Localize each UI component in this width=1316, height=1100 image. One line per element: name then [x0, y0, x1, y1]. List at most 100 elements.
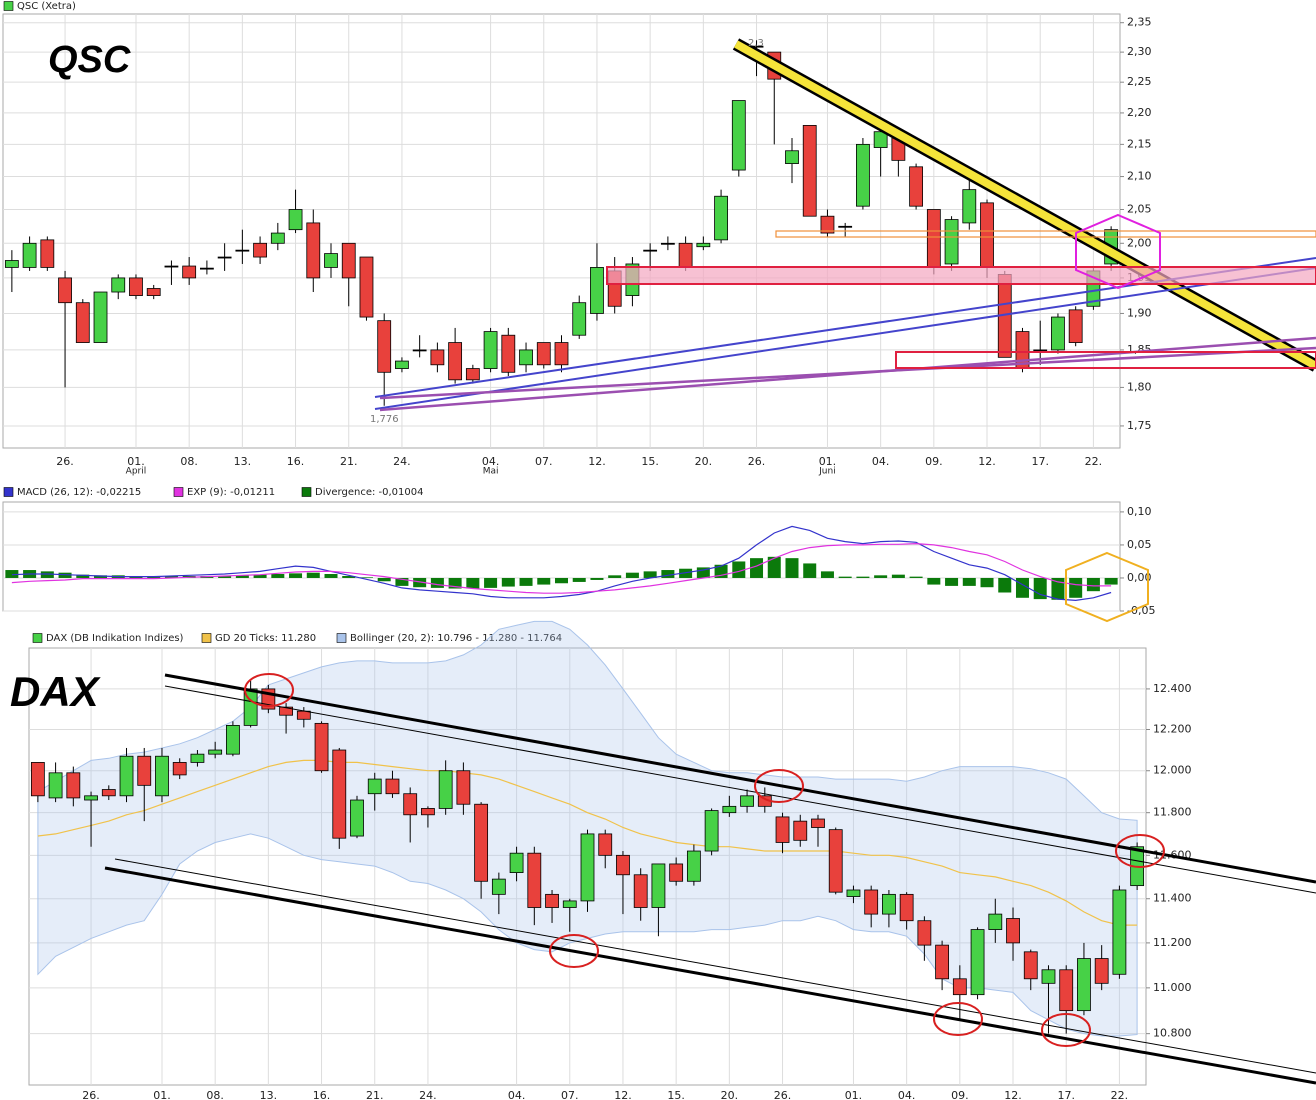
- x-tick-label: 16.: [313, 1089, 331, 1100]
- candle-body: [554, 342, 569, 366]
- candle-body: [1006, 918, 1020, 944]
- candle-body: [483, 331, 498, 369]
- candle-body: [253, 242, 267, 258]
- candle-body: [651, 863, 666, 908]
- histogram-bar: [218, 575, 232, 578]
- x-tick-label: 26.: [56, 455, 74, 468]
- candle-body: [1112, 889, 1127, 975]
- x-tick-label: 12.: [978, 455, 996, 468]
- month-label: April: [126, 467, 147, 477]
- indicator-line: [11, 525, 1112, 602]
- candle-body: [350, 799, 364, 837]
- histogram-bar: [164, 575, 178, 578]
- x-tick-label: 12.: [1004, 1089, 1022, 1100]
- candle-body: [279, 706, 293, 716]
- histogram-bar: [696, 567, 710, 578]
- candle-body: [288, 209, 303, 231]
- candle-body: [58, 277, 72, 304]
- candle-body: [598, 833, 613, 856]
- candle-body: [155, 755, 169, 797]
- indicator-line: [11, 542, 1112, 594]
- y-tick-label: 11.000: [1153, 981, 1192, 994]
- candle-body: [48, 772, 63, 799]
- histogram-bar: [1033, 577, 1047, 600]
- candle-body: [66, 772, 81, 799]
- zone: [775, 230, 1316, 238]
- channel-line: [104, 866, 1316, 1085]
- candle-body: [1094, 958, 1109, 984]
- highlight-ellipse: [549, 934, 599, 968]
- legend-label: QSC (Xetra): [17, 1, 76, 12]
- candle-body: [704, 810, 719, 852]
- candle-body: [119, 755, 134, 797]
- month-label: Juni: [818, 467, 836, 477]
- candle-body: [430, 349, 445, 366]
- candle-body: [785, 150, 799, 164]
- candle-body: [412, 349, 427, 352]
- histogram-bar: [413, 577, 427, 588]
- x-tick-label: 01.: [153, 1089, 171, 1100]
- candle-body: [793, 820, 808, 841]
- histogram-bar: [732, 561, 746, 578]
- histogram-bar: [874, 575, 888, 578]
- chart-marks: 2,352,302,252,202,152,102,052,001,951,90…: [2, 1, 1192, 1100]
- histogram-bar: [750, 558, 764, 578]
- candle-body: [491, 878, 506, 895]
- candle-body: [944, 219, 959, 265]
- x-tick-label: 04.: [898, 1089, 916, 1100]
- candle-body: [93, 291, 108, 343]
- candle-body: [643, 249, 658, 252]
- candle-body: [208, 749, 223, 755]
- candle-body: [164, 265, 179, 268]
- candle-body: [296, 710, 311, 720]
- y-tick-label: 1,80: [1127, 380, 1152, 393]
- candle-body: [802, 125, 817, 217]
- histogram-bar: [395, 577, 409, 586]
- histogram-bar: [94, 575, 108, 578]
- candle-body: [30, 762, 45, 797]
- histogram-bar: [235, 575, 249, 578]
- histogram-bar: [1104, 577, 1118, 585]
- histogram-bar: [324, 574, 338, 578]
- candle-body: [1077, 958, 1091, 1012]
- chart-title: DAX: [10, 668, 102, 715]
- candle-body: [217, 256, 232, 259]
- histogram-bar: [803, 563, 817, 578]
- candle-body: [332, 749, 347, 839]
- candle-body: [367, 778, 382, 795]
- y-tick-label: 10.800: [1153, 1027, 1192, 1040]
- histogram-bar: [891, 574, 905, 578]
- trend-line: [379, 346, 1316, 400]
- candle-body: [75, 302, 90, 343]
- histogram-bar: [5, 570, 19, 578]
- highlight-ellipse: [933, 1002, 983, 1036]
- candle-body: [952, 978, 967, 996]
- candle-body: [846, 889, 861, 897]
- x-tick-label: 08.: [206, 1089, 224, 1100]
- y-tick-label: 12.400: [1153, 682, 1192, 695]
- annotation: 2,3: [748, 38, 764, 49]
- candle-body: [909, 166, 924, 207]
- histogram-bar: [430, 577, 444, 588]
- highlight-ellipse: [1041, 1013, 1091, 1047]
- x-tick-label: 13.: [234, 455, 252, 468]
- y-tick-label: 0,00: [1127, 571, 1152, 584]
- candle-body: [590, 267, 604, 314]
- histogram-bar: [785, 558, 799, 578]
- histogram-bar: [608, 575, 622, 578]
- x-tick-label: 21.: [340, 455, 358, 468]
- x-tick-label: 12.: [588, 455, 606, 468]
- candle-body: [722, 805, 737, 814]
- candle-body: [820, 215, 835, 234]
- histogram-bar: [927, 577, 941, 585]
- legend-swatch: [336, 633, 347, 643]
- candle-body: [448, 342, 463, 381]
- candle-body: [359, 256, 374, 318]
- candle-body: [917, 920, 932, 946]
- candle-body: [438, 770, 453, 809]
- candle-body: [536, 342, 551, 366]
- candle-body: [962, 189, 977, 224]
- x-tick-label: 07.: [535, 455, 553, 468]
- legend-label: MACD (26, 12): -0,02215: [17, 487, 141, 498]
